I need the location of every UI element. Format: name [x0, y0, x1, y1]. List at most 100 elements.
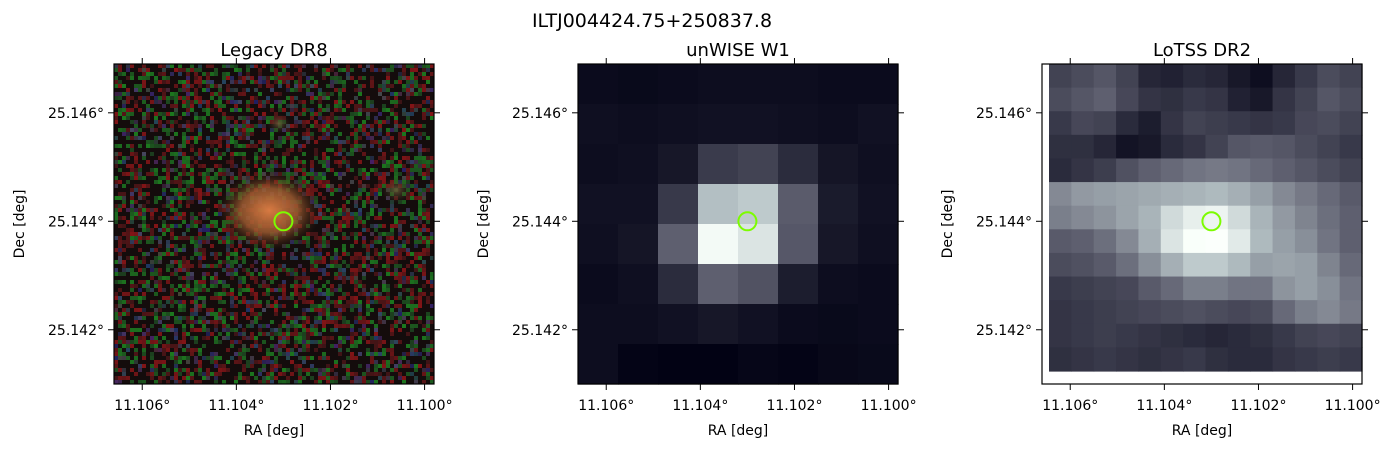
heatmap-cell	[1272, 252, 1296, 278]
heatmap-cell	[1272, 347, 1296, 372]
heatmap-cell	[1317, 347, 1341, 372]
heatmap-cell	[1116, 229, 1140, 254]
heatmap-cell	[1049, 182, 1072, 207]
heatmap-cell	[858, 144, 899, 185]
heatmap-cell	[1183, 182, 1207, 207]
heatmap-cell	[1339, 158, 1363, 183]
heatmap-cell	[1205, 323, 1229, 348]
panel-title: Legacy DR8	[220, 40, 327, 61]
heatmap-cell	[1250, 323, 1274, 348]
heatmap-cell	[578, 264, 619, 305]
heatmap-cell	[1339, 300, 1363, 325]
x-tick-label: 11.102°	[1230, 398, 1286, 414]
heatmap-cell	[578, 304, 619, 345]
heatmap-cell	[1138, 111, 1162, 136]
heatmap-cell	[1071, 229, 1095, 254]
heatmap-cell	[1160, 252, 1184, 278]
x-axis-label: RA [deg]	[1172, 423, 1233, 439]
heatmap-cell	[1116, 87, 1140, 112]
panel-legacy-dr8: Legacy DR8 Dec [deg] RA [deg] 11.106° 11.…	[12, 40, 453, 439]
heatmap-cell	[1049, 64, 1072, 89]
plot-area: 11.106° 11.104° 11.102° 11.100° 25.146° 25.14…	[48, 58, 453, 414]
heatmap-cell	[1093, 347, 1117, 372]
heatmap-cell	[1160, 158, 1184, 183]
heatmap-cell	[1049, 252, 1072, 278]
heatmap-cell	[1317, 205, 1341, 230]
x-tick-label: 11.100°	[397, 398, 453, 414]
heatmap-cell	[1317, 182, 1341, 207]
heatmap-cell	[1049, 347, 1072, 372]
panel-title: unWISE W1	[686, 40, 790, 61]
y-axis-label: Dec [deg]	[12, 190, 28, 259]
heatmap-cell	[1160, 87, 1184, 112]
y-axis-label: Dec [deg]	[940, 190, 956, 259]
heatmap-cell	[1116, 182, 1140, 207]
heatmap-cell	[1317, 276, 1341, 301]
heatmap-cell	[1339, 323, 1363, 348]
heatmap-cell	[738, 264, 779, 305]
heatmap-cell	[1294, 229, 1318, 254]
heatmap-cell	[1138, 182, 1162, 207]
heatmap-cell	[658, 344, 699, 385]
heatmap-cell	[858, 224, 899, 265]
heatmap-cell	[1049, 87, 1072, 112]
heatmap-cell	[1160, 64, 1184, 89]
heatmap-cell	[1093, 134, 1117, 160]
x-tick-label: 11.100°	[861, 398, 917, 414]
y-axis-label: Dec [deg]	[476, 190, 492, 259]
heatmap-cell	[1160, 205, 1184, 230]
heatmap-cell	[738, 344, 779, 385]
heatmap-cell	[618, 104, 659, 145]
heatmap-cell	[1317, 134, 1341, 160]
heatmap-cell	[1294, 276, 1318, 301]
heatmap-cell	[1205, 300, 1229, 325]
heatmap-cell	[1250, 276, 1274, 301]
heatmap-cell	[1227, 205, 1251, 230]
heatmap-cell	[1294, 347, 1318, 372]
heatmap-cell	[698, 224, 739, 265]
heatmap-cell	[1227, 347, 1251, 372]
heatmap-cell	[1317, 300, 1341, 325]
heatmap-cell	[738, 104, 779, 145]
heatmap-cell	[1250, 205, 1274, 230]
heatmap-cell	[1116, 347, 1140, 372]
heatmap-cell	[778, 224, 819, 265]
heatmap-cell	[1339, 276, 1363, 301]
heatmap-cell	[1071, 158, 1095, 183]
source-marker	[737, 211, 758, 232]
heatmap-cell	[1160, 347, 1184, 372]
plot-area: 11.106° 11.104° 11.102° 11.100° 25.146° 25.14…	[976, 58, 1381, 414]
heatmap-cell	[1317, 229, 1341, 254]
heatmap-cell	[698, 144, 739, 185]
heatmap-cell	[1294, 158, 1318, 183]
heatmap-cell	[1227, 323, 1251, 348]
heatmap-cell	[1093, 158, 1117, 183]
x-tick-label: 11.104°	[208, 398, 264, 414]
axes-frame	[577, 63, 899, 385]
heatmap-cell	[578, 224, 619, 265]
heatmap-cell	[698, 264, 739, 305]
heatmap-cell	[658, 224, 699, 265]
x-tick-label: 11.104°	[1136, 398, 1192, 414]
y-tick-label: 25.142°	[976, 323, 1032, 339]
heatmap-cell	[1183, 347, 1207, 372]
heatmap-cell	[1160, 229, 1184, 254]
heatmap-cell	[1138, 323, 1162, 348]
heatmap-cell	[1294, 323, 1318, 348]
heatmap-cell	[1272, 134, 1296, 160]
heatmap-cell	[1116, 300, 1140, 325]
heatmap-cell	[1138, 276, 1162, 301]
heatmap-cell	[778, 144, 819, 185]
x-axis-label: RA [deg]	[244, 423, 305, 439]
heatmap-cell	[1339, 182, 1363, 207]
heatmap-cell	[658, 64, 699, 105]
heatmap-cell	[1049, 205, 1072, 230]
heatmap-cell	[618, 264, 659, 305]
heatmap-cell	[1227, 182, 1251, 207]
heatmap-cell	[1250, 300, 1274, 325]
plot-area: 11.106° 11.104° 11.102° 11.100° 25.146° 25.14…	[512, 58, 917, 414]
axes-frame	[1041, 63, 1363, 385]
heatmap-cell	[818, 184, 859, 225]
heatmap-cell	[1272, 205, 1296, 230]
y-tick-label: 25.142°	[512, 323, 568, 339]
